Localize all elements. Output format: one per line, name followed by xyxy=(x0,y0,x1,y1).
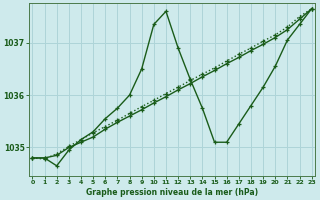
X-axis label: Graphe pression niveau de la mer (hPa): Graphe pression niveau de la mer (hPa) xyxy=(86,188,258,197)
